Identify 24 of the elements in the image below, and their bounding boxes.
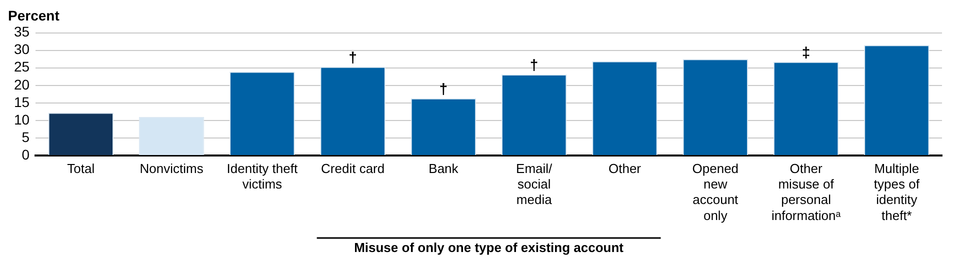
x-tick-label: Total <box>67 160 95 176</box>
y-tick-label: 25 <box>14 58 30 75</box>
x-tick-label: Email/ social media <box>516 160 553 208</box>
x-tick-label: Bank <box>428 160 459 176</box>
y-tick-label: 5 <box>22 128 30 145</box>
annotation: † <box>439 81 448 98</box>
y-tick-label: 30 <box>14 41 30 58</box>
y-tick-label: 35 <box>14 24 30 40</box>
annotation: † <box>348 49 357 66</box>
x-tick-label: Opened new account only <box>692 160 739 223</box>
y-tick-label: 0 <box>22 146 30 162</box>
x-tick-label: Nonvictims <box>140 160 204 176</box>
y-tick-label: 10 <box>14 111 30 128</box>
x-tick-label: Multiple types of identity theft* <box>874 160 920 223</box>
x-tick-label: Other misuse of personal informationᵃ <box>771 160 841 223</box>
annotation: ‡ <box>802 44 810 62</box>
annotation: † <box>530 57 538 74</box>
x-tick-label: Other <box>608 160 642 176</box>
chart-title: Percent <box>8 7 60 24</box>
text: Misuse of only one type of existing account <box>354 240 624 256</box>
y-tick-label: 15 <box>14 94 30 110</box>
x-tick-label: Credit card <box>321 160 385 176</box>
y-tick-label: 20 <box>14 76 30 92</box>
x-tick-label: Identity theft victims <box>226 160 298 192</box>
